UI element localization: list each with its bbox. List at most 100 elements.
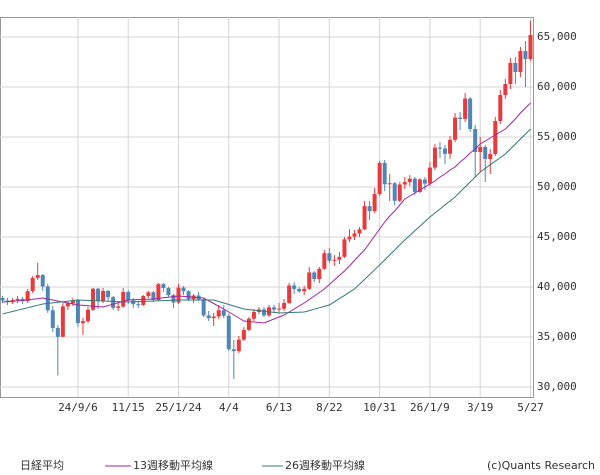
y-tick-label: 60,000 [537, 80, 577, 93]
y-tick-label: 40,000 [537, 280, 577, 293]
candle-body [417, 179, 422, 192]
candle-body [65, 303, 70, 307]
candle-body [407, 178, 412, 183]
candle-body [483, 147, 488, 159]
candle-body [241, 329, 246, 340]
candle-body [287, 285, 292, 303]
candle-body [116, 306, 121, 308]
candle-body [121, 292, 126, 307]
candle-body [448, 139, 453, 154]
candle-body [342, 239, 347, 257]
candle-body [392, 183, 397, 201]
x-tick-label: 10/31 [363, 401, 396, 414]
candle-body [261, 309, 266, 316]
candle-body [25, 291, 30, 302]
candle-body [357, 229, 362, 234]
candle-body [468, 98, 473, 129]
candle-body [372, 194, 377, 212]
candle-body [50, 310, 55, 328]
candle-body [347, 236, 352, 240]
candle-body [216, 310, 221, 317]
x-tick-label: 25/1/24 [155, 401, 202, 414]
candle-body [377, 162, 382, 195]
candle-body [0, 298, 5, 301]
candle-body [292, 285, 297, 289]
candle-body [246, 318, 251, 330]
candle-body [80, 321, 85, 324]
candle-body [382, 162, 387, 185]
plot-frame [0, 17, 534, 398]
candle-body [427, 167, 432, 184]
x-tick-label: 3/19 [467, 401, 494, 414]
candle-body [503, 84, 508, 95]
candle-body [201, 299, 206, 316]
candle-body [352, 233, 357, 237]
candle-body [45, 286, 50, 311]
candle-body [332, 259, 337, 261]
x-tick-label: 26/1/9 [410, 401, 450, 414]
candle-body [176, 287, 181, 303]
candle-body [60, 306, 65, 337]
candle-body [523, 51, 528, 59]
candle-body [251, 311, 256, 319]
candle-body [508, 63, 513, 84]
candle-body [171, 295, 176, 303]
x-tick-label: 4/4 [219, 401, 239, 414]
candle-body [75, 300, 80, 324]
candle-body [387, 183, 392, 185]
candle-body [518, 51, 523, 72]
x-tick-label: 5/27 [517, 401, 544, 414]
candle-body [412, 178, 417, 192]
candle-body [236, 339, 241, 352]
candle-body [282, 302, 287, 309]
source: (c)Quants Research [487, 459, 595, 472]
legend-label: 13週移動平均線 [133, 458, 213, 472]
moving-average-line [2, 102, 531, 324]
candle-body [307, 272, 312, 289]
candle-body [221, 310, 226, 316]
x-tick-label: 8/22 [316, 401, 343, 414]
candle-body [458, 117, 463, 119]
candle-body [206, 315, 211, 319]
candle-body [397, 184, 402, 201]
candle-body [151, 292, 156, 300]
y-tick-label: 30,000 [537, 380, 577, 393]
y-tick-label: 50,000 [537, 180, 577, 193]
x-tick-label: 11/15 [112, 401, 145, 414]
candle-body [478, 147, 483, 152]
candle-body [161, 284, 166, 289]
x-tick-label: 6/13 [266, 401, 293, 414]
candle-body [30, 277, 35, 292]
candle-body [362, 206, 367, 230]
candle-body [297, 288, 302, 292]
moving-average-line [2, 128, 531, 315]
candle-body [437, 147, 442, 149]
legend-candle: 日経平均 [20, 459, 64, 472]
legend-label: 26週移動平均線 [285, 458, 365, 472]
candle-body [327, 253, 332, 261]
candle-body [493, 121, 498, 154]
candle-body [443, 148, 448, 154]
candle-body [513, 63, 518, 72]
candle-body [453, 117, 458, 140]
candle-body [277, 308, 282, 310]
y-tick-label: 45,000 [537, 230, 577, 243]
candle-body [91, 288, 96, 310]
candle-body [317, 268, 322, 279]
candle-body [488, 154, 493, 159]
candle-body [231, 349, 236, 352]
candle-body [267, 307, 272, 316]
candle-body [40, 275, 45, 287]
candle-body [322, 253, 327, 269]
candle-body [186, 291, 191, 300]
candle-body [367, 206, 372, 212]
y-tick-label: 35,000 [537, 330, 577, 343]
x-tick-label: 24/9/6 [58, 401, 98, 414]
candle-body [272, 307, 277, 310]
candle-body [432, 147, 437, 168]
candle-body [126, 292, 131, 301]
candle-body [463, 98, 468, 119]
candle-body [528, 35, 533, 59]
candle-body [498, 95, 503, 121]
